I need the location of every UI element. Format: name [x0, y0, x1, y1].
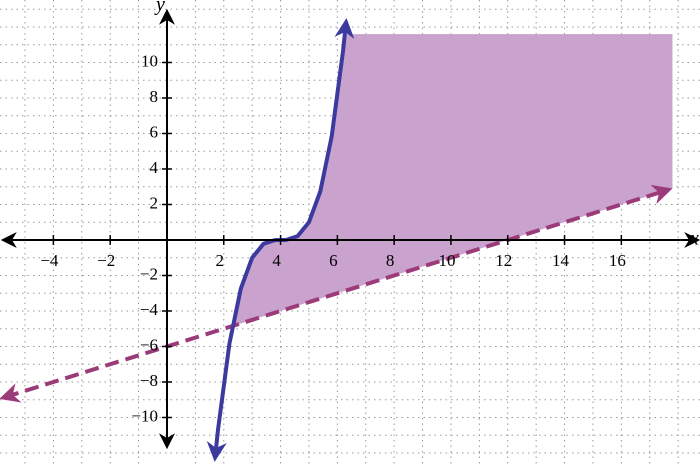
y-tick-label: −6 [140, 335, 158, 354]
x-tick-label: −4 [40, 251, 59, 270]
x-tick-label: 6 [329, 251, 338, 270]
x-tick-label: −2 [97, 251, 115, 270]
x-tick-label: 14 [552, 251, 570, 270]
y-tick-label: −10 [131, 406, 158, 425]
y-tick-label: 8 [149, 87, 158, 106]
y-tick-label: 10 [141, 51, 158, 70]
x-tick-label: 12 [495, 251, 512, 270]
y-tick-label: −8 [140, 371, 158, 390]
y-tick-label: 4 [149, 158, 158, 177]
x-tick-label: 16 [609, 251, 626, 270]
shaded-region [232, 34, 673, 327]
y-axis-label: y [154, 0, 165, 16]
x-tick-label: 4 [272, 251, 281, 270]
y-tick-label: −4 [140, 300, 159, 319]
y-tick-label: 2 [149, 193, 158, 212]
x-axis-label: x [689, 228, 699, 250]
y-tick-label: −2 [140, 264, 158, 283]
x-tick-label: 2 [216, 251, 225, 270]
y-tick-label: 6 [149, 122, 158, 141]
x-tick-label: 8 [386, 251, 395, 270]
x-tick-label: 10 [438, 251, 455, 270]
